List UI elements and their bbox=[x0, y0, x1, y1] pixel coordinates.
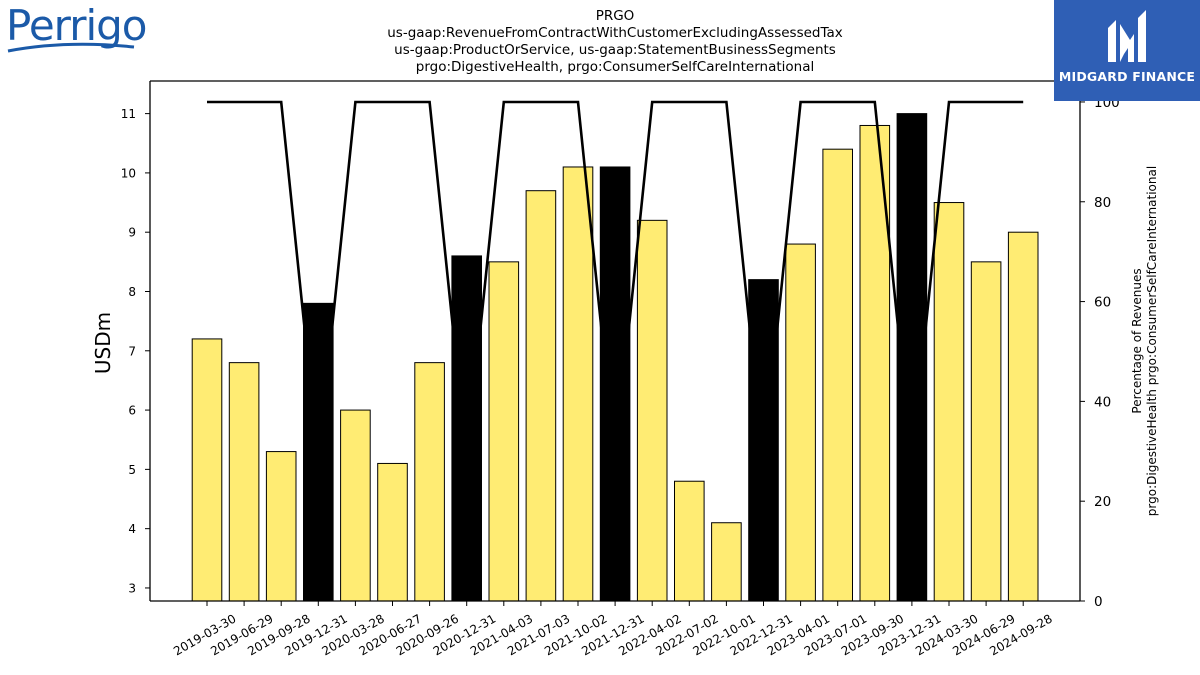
y2-tick-label: 80 bbox=[1094, 195, 1111, 211]
perrigo-logo-text: Perrigo bbox=[6, 1, 148, 50]
bar bbox=[191, 338, 223, 602]
y-tick-label: 6 bbox=[128, 404, 136, 418]
y2-tick-label: 60 bbox=[1094, 295, 1111, 311]
y2-tick-label: 0 bbox=[1094, 594, 1103, 610]
bar bbox=[599, 166, 631, 602]
y-axis-label: USDm bbox=[91, 312, 115, 374]
midgard-emblem-icon bbox=[1108, 10, 1146, 62]
y-tick-label: 3 bbox=[128, 581, 136, 595]
bar bbox=[228, 362, 260, 602]
y2-tick-label: 20 bbox=[1094, 494, 1111, 510]
bar bbox=[340, 409, 371, 602]
title-line: prgo:DigestiveHealth, prgo:ConsumerSelfC… bbox=[416, 59, 814, 75]
y2-axis-label: Percentage of Revenues prgo:DigestiveHeal… bbox=[1130, 166, 1159, 516]
y-tick-label: 7 bbox=[128, 344, 136, 358]
perrigo-logo: Perrigo bbox=[6, 1, 148, 56]
bar bbox=[451, 255, 482, 602]
swoosh-icon bbox=[7, 42, 135, 53]
bar bbox=[488, 261, 520, 602]
bar bbox=[822, 148, 854, 602]
bar bbox=[785, 243, 816, 602]
y-tick-label: 8 bbox=[128, 285, 136, 299]
bar bbox=[265, 451, 297, 602]
y-tick-label: 9 bbox=[128, 226, 136, 240]
bar bbox=[414, 362, 445, 602]
title-line: us-gaap:ProductOrService, us-gaap:Statem… bbox=[394, 42, 836, 58]
bar bbox=[377, 462, 408, 602]
bar bbox=[525, 190, 557, 602]
bar bbox=[933, 202, 965, 602]
bar bbox=[970, 261, 1002, 602]
bar bbox=[562, 166, 594, 602]
bar bbox=[711, 522, 742, 602]
x-axis-ticks: 2019-03-302019-06-292019-09-282019-12-31… bbox=[171, 601, 1055, 658]
y-axis-ticks: 3 4 5 6 7 8 9 10 11 bbox=[121, 107, 150, 595]
title-line: PRGO bbox=[596, 8, 635, 24]
y-tick-label: 4 bbox=[128, 522, 136, 536]
y2-tick-label: 40 bbox=[1094, 394, 1111, 410]
y-tick-label: 11 bbox=[121, 107, 136, 121]
bar bbox=[636, 219, 668, 602]
bar bbox=[674, 480, 705, 602]
percentage-line bbox=[207, 100, 1024, 462]
bars bbox=[191, 113, 1039, 602]
y-tick-label: 10 bbox=[121, 166, 136, 180]
y2-axis-label-line: prgo:DigestiveHealth prgo:ConsumerSelfCa… bbox=[1145, 166, 1159, 516]
title-line: us-gaap:RevenueFromContractWithCustomerE… bbox=[387, 25, 843, 41]
bar bbox=[748, 279, 779, 602]
bar bbox=[1007, 231, 1039, 602]
midgard-logo: MIDGARD FINANCE bbox=[1054, 0, 1200, 101]
midgard-logo-text: MIDGARD FINANCE bbox=[1058, 69, 1196, 84]
y-tick-label: 5 bbox=[128, 463, 136, 477]
y2-axis-label-line: Percentage of Revenues bbox=[1130, 268, 1144, 413]
chart-title: PRGOus-gaap:RevenueFromContractWithCusto… bbox=[387, 8, 843, 75]
